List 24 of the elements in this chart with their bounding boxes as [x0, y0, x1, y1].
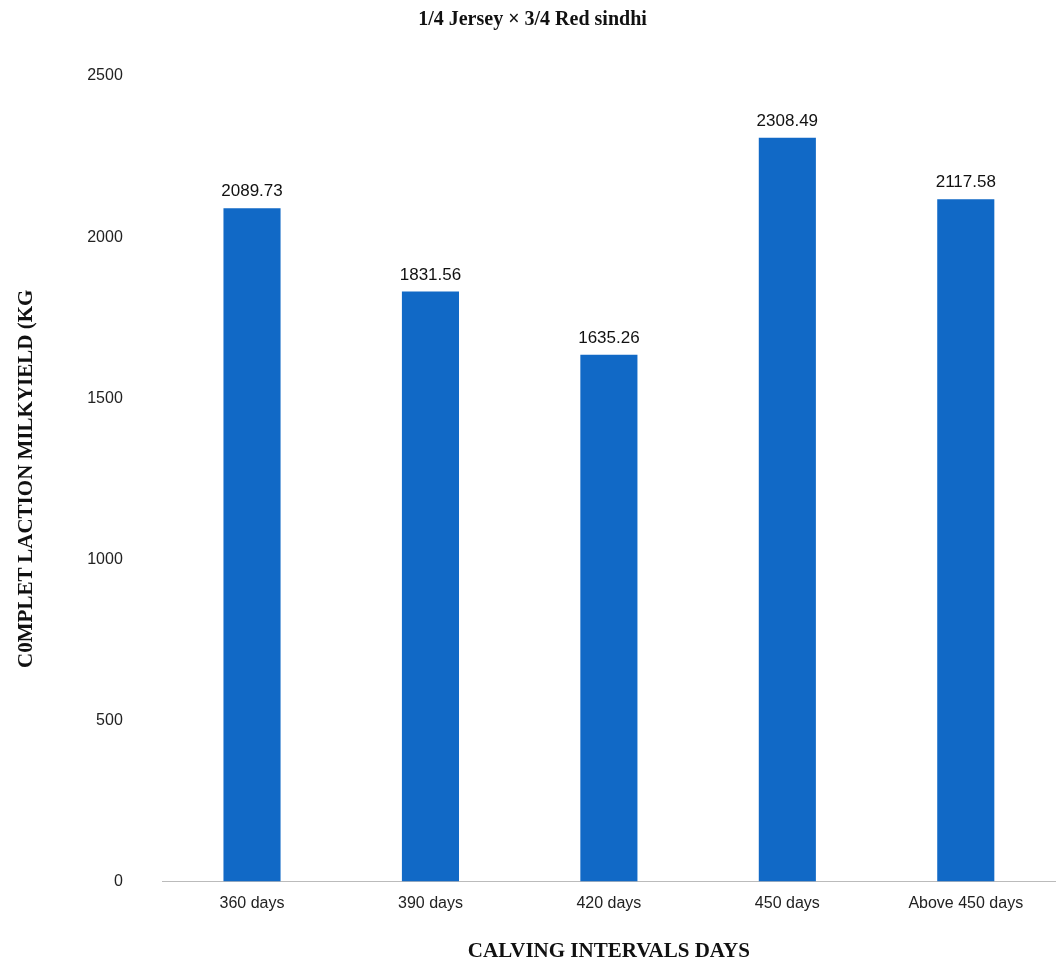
bar	[223, 208, 281, 882]
y-tick-label: 2000	[87, 227, 123, 245]
bar	[580, 354, 638, 882]
x-axis-title: CALVING INTERVALS DAYS	[467, 937, 750, 962]
y-tick-label: 2500	[87, 66, 123, 84]
data-label: 2308.49	[756, 110, 819, 130]
x-tick-label: Above 450 days	[908, 893, 1024, 911]
chart-title: 1/4 Jersey × 3/4 Red sindhi	[418, 7, 648, 31]
y-tick-label: 500	[96, 710, 123, 728]
x-tick-label: 450 days	[754, 893, 820, 911]
data-label: 2117.58	[935, 172, 996, 192]
data-label: 2089.73	[221, 181, 283, 201]
y-tick-label: 0	[113, 872, 123, 890]
y-tick-label: 1000	[87, 549, 123, 567]
bar	[758, 137, 816, 882]
x-tick-label: 360 days	[219, 893, 285, 911]
y-axis-title: C0MPLET LACTION MILKYIELD (KG	[13, 289, 38, 668]
data-label: 1831.56	[399, 264, 462, 284]
data-label: 1635.26	[578, 327, 640, 347]
bar	[401, 291, 460, 882]
y-tick-label: 1500	[87, 388, 123, 406]
bar	[937, 199, 995, 882]
x-tick-label: 420 days	[576, 893, 642, 911]
x-tick-label: 390 days	[397, 893, 463, 911]
